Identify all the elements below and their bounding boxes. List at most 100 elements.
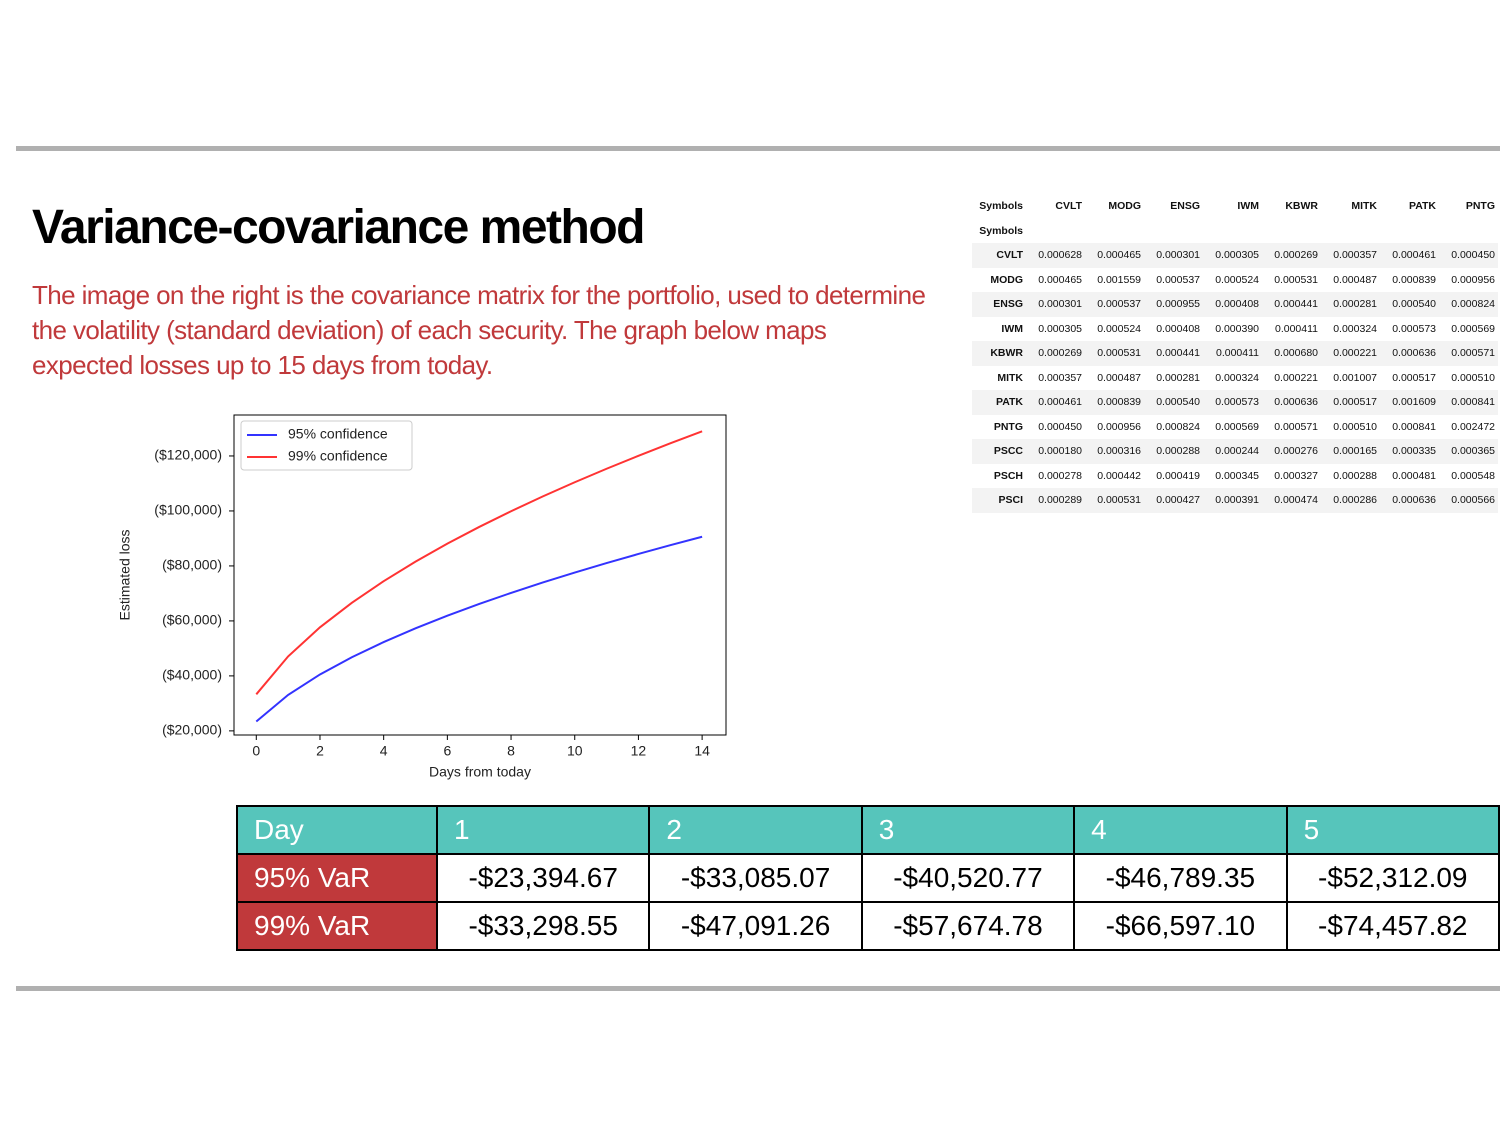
y-tick-label: ($60,000) [162,612,222,628]
header-cell: 1 [435,805,651,855]
cell: 0.000573 [1392,322,1436,335]
data-row: PSCC 0.000180 0.000316 0.000288 0.000244 0.00… [972,439,1498,464]
header-cell: PATK [1408,200,1436,213]
cell: 0.000180 [1038,445,1082,458]
cell: 0.000487 [1097,371,1141,384]
empty-cell [1439,219,1498,244]
data-row: KBWR 0.000269 0.000531 0.000441 0.000411 0.00… [972,341,1498,366]
cell: 0.000450 [1038,420,1082,433]
legend-box [240,420,413,471]
covariance-table: Symbols CVLT MODG ENSG IWM KBWR MITK PATK PNTG Sy… [972,194,1498,513]
description: The image on the right is the covariance… [32,280,926,380]
cell: 0.000441 [1156,347,1200,360]
x-tick-label: 6 [443,743,451,759]
cell: 0.000465 [1038,273,1082,286]
cell: 0.000345 [1215,469,1259,482]
index-header-row: Symbols [972,219,1498,244]
empty-cell [1026,219,1085,244]
y-tick-label: ($20,000) [162,722,222,738]
cell: 0.000487 [1333,273,1377,286]
row-label: PSCH [993,469,1023,482]
slide-title: Variance-covariance method [32,201,645,254]
header-cell: 4 [1073,805,1288,855]
cell: 0.000281 [1156,371,1200,384]
cell: 0.000408 [1156,322,1200,335]
cell: 0.000408 [1215,298,1259,311]
cell: 0.000390 [1215,322,1259,335]
empty-cell [1262,219,1321,244]
data-row: MITK 0.000357 0.000487 0.000281 0.000324 0.00… [972,366,1498,391]
x-axis-label: Days from today [429,764,531,780]
top-rule [16,146,1500,151]
cell: 0.000524 [1215,273,1259,286]
cell: 0.000531 [1097,494,1141,507]
cell: 0.000531 [1274,273,1318,286]
data-row: CVLT 0.000628 0.000465 0.000301 0.000305 0.00… [972,243,1498,268]
cell: 0.000288 [1156,445,1200,458]
row-label: MODG [990,273,1023,286]
legend-label: 99% confidence [288,448,388,464]
header-cell: MITK [1351,200,1377,213]
x-tick-label: 2 [316,743,324,759]
cell: -$66,597.10 [1073,901,1288,951]
y-tick-label: ($40,000) [162,667,222,683]
cell: 0.000357 [1333,249,1377,262]
header-cell: 3 [860,805,1076,855]
header-cell: ENSG [1170,200,1200,213]
cell: 0.000244 [1215,445,1259,458]
cell: 0.000474 [1274,494,1318,507]
line-series [255,430,703,695]
header-cell: 2 [648,805,863,855]
cell: 0.000305 [1215,249,1259,262]
cell: 0.000305 [1038,322,1082,335]
x-tick-label: 0 [252,743,260,759]
var-table: Day 1 2 3 4 5 95% VaR -$23,394.67 -$33,085.07 -$4… [236,805,1500,951]
row-label: PSCC [993,445,1023,458]
cell: 0.000278 [1038,469,1082,482]
cell: 0.000839 [1392,273,1436,286]
data-row: PSCI 0.000289 0.000531 0.000427 0.000391 0.00… [972,488,1498,513]
cell: 0.000391 [1215,494,1259,507]
data-row: 95% VaR -$23,394.67 -$33,085.07 -$40,520.77… [236,853,1500,903]
header-cell: IWM [1237,200,1259,213]
cell: 0.000221 [1274,371,1318,384]
x-tick-label: 10 [567,743,583,759]
cell: 0.000324 [1333,322,1377,335]
cell: 0.000571 [1451,347,1495,360]
x-tick-label: 8 [507,743,515,759]
cell: 0.000269 [1038,347,1082,360]
cell: 0.000165 [1333,445,1377,458]
empty-cell [1085,219,1144,244]
cell: 0.000537 [1097,298,1141,311]
cell: 0.000276 [1274,445,1318,458]
header-cell: Symbols [979,200,1023,213]
cell: 0.000281 [1333,298,1377,311]
x-tick-label: 12 [631,743,647,759]
cell: -$57,674.78 [860,901,1076,951]
row-label: CVLT [996,249,1023,262]
row-label: IWM [1001,322,1023,335]
cell: 0.000540 [1156,396,1200,409]
data-row: PSCH 0.000278 0.000442 0.000419 0.000345 0.00… [972,464,1498,489]
header-cell: Day [236,805,438,855]
header-row: Day 1 2 3 4 5 [236,805,1500,855]
cell: 0.000427 [1156,494,1200,507]
x-tick-label: 14 [694,743,710,759]
cell: 0.000442 [1097,469,1141,482]
cell: 0.000324 [1215,371,1259,384]
row-label: 95% VaR [236,853,438,903]
cell: -$23,394.67 [435,853,651,903]
cell: 0.000481 [1392,469,1436,482]
cell: 0.000316 [1097,445,1141,458]
cell: 0.000289 [1038,494,1082,507]
cell: 0.000680 [1274,347,1318,360]
cell: 0.000461 [1392,249,1436,262]
data-row: PATK 0.000461 0.000839 0.000540 0.000573 0.00… [972,390,1498,415]
y-tick-label: ($80,000) [162,557,222,573]
header-cell: 5 [1285,805,1500,855]
row-label: PNTG [993,420,1023,433]
cell: 0.000573 [1215,396,1259,409]
cell: 0.000569 [1451,322,1495,335]
row-label: 99% VaR [236,901,438,951]
cell: 0.000269 [1274,249,1318,262]
